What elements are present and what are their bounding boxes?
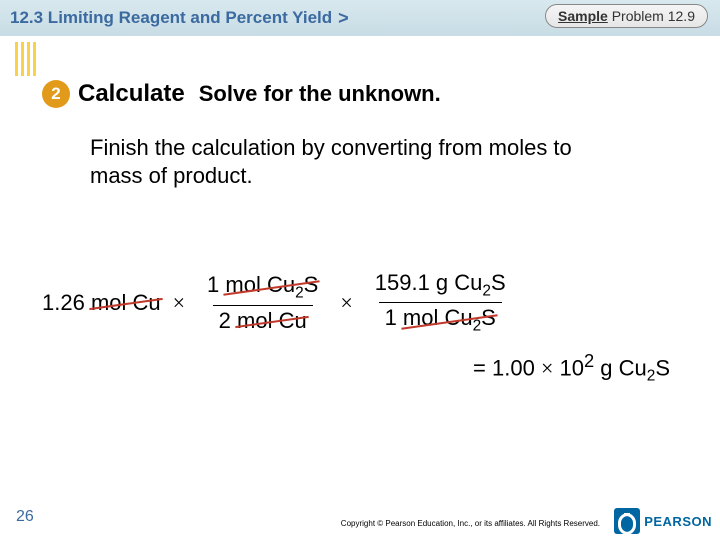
sample-label-bold: Sample <box>558 8 608 24</box>
breadcrumb-separator: > <box>338 8 349 29</box>
pearson-mark-icon <box>614 508 640 534</box>
result: = 1.00 × 102 g Cu2S <box>473 350 670 386</box>
frac2-den-unit: mol Cu2S <box>403 305 496 335</box>
result-exp: 2 <box>584 350 594 371</box>
times-1: × <box>173 290 185 316</box>
fraction-2: 159.1 g Cu2S 1 mol Cu2S <box>369 270 512 336</box>
frac1-denominator: 2 mol Cu <box>213 305 313 334</box>
frac1-den-unit: mol Cu <box>237 308 307 334</box>
frac1-num-unit: mol Cu2S <box>225 272 318 302</box>
result-s: S <box>655 355 670 380</box>
step-number-badge: 2 <box>42 80 70 108</box>
result-unit: g Cu <box>594 355 647 380</box>
frac1-den-qty: 2 <box>219 308 237 333</box>
result-eq: = 1.00 <box>473 355 541 380</box>
slide-header: 12.3 Limiting Reagent and Percent Yield … <box>0 0 720 36</box>
pearson-brand-text: PEARSON <box>644 514 712 529</box>
frac2-den-qty: 1 <box>385 305 403 330</box>
frac2-denominator: 1 mol Cu2S <box>379 302 502 335</box>
copyright-text: Copyright © Pearson Education, Inc., or … <box>341 519 600 528</box>
section-title: 12.3 Limiting Reagent and Percent Yield <box>10 8 332 28</box>
frac2-numerator: 159.1 g Cu2S <box>369 270 512 302</box>
solve-label: Solve for the unknown. <box>199 81 441 107</box>
term1: 1.26 mol Cu <box>42 290 161 316</box>
term1-unit-cancelled: mol Cu <box>91 290 161 316</box>
page-number: 26 <box>16 508 34 526</box>
sample-label-rest: Problem 12.9 <box>608 8 695 24</box>
instruction-text: Finish the calculation by converting fro… <box>90 134 630 189</box>
term1-qty: 1.26 <box>42 290 91 315</box>
fraction-1: 1 mol Cu2S 2 mol Cu <box>201 272 324 333</box>
decorative-stripe-icon <box>15 42 37 76</box>
times-2: × <box>340 290 352 316</box>
calculate-label: Calculate <box>78 80 185 108</box>
result-times: × <box>541 355 553 380</box>
frac1-numerator: 1 mol Cu2S <box>201 272 324 304</box>
step-heading: 2 Calculate Solve for the unknown. <box>42 80 441 108</box>
publisher-logo: PEARSON <box>614 508 712 534</box>
sample-problem-pill: Sample Problem 12.9 <box>545 4 708 28</box>
result-base: 10 <box>553 355 584 380</box>
equation: 1.26 mol Cu × 1 mol Cu2S 2 mol Cu × 159.… <box>42 270 516 336</box>
